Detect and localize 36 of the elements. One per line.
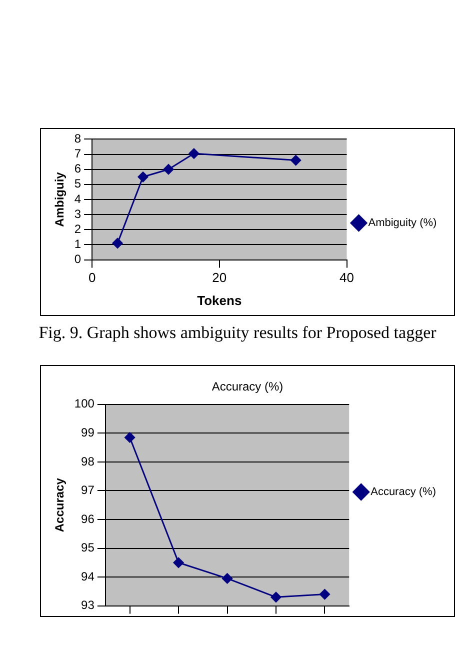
y-tick-label: 93 xyxy=(81,598,95,612)
y-tick-label: 5 xyxy=(74,176,82,191)
point xyxy=(112,238,123,248)
y-tick-label: 8 xyxy=(74,132,82,146)
x-tick-label: 40 xyxy=(340,270,354,286)
y-tick-label: 2 xyxy=(74,222,82,236)
legend-label: Ambiguity (%) xyxy=(368,217,437,230)
y-tick-label: 4 xyxy=(74,192,82,206)
point xyxy=(290,155,302,166)
y-tick-label: 94 xyxy=(81,569,95,584)
point xyxy=(270,592,282,602)
legend-label: Accuracy (%) xyxy=(370,486,436,498)
y-tick-label: 95 xyxy=(81,540,95,555)
point xyxy=(188,148,200,159)
y-tick-label: 99 xyxy=(81,425,95,440)
y-axis-title: Accuracy xyxy=(52,478,67,532)
point xyxy=(173,557,184,568)
chart-title: Accuracy (%) xyxy=(212,380,284,394)
y-tick-label: 6 xyxy=(74,162,82,176)
y-tick-label: 96 xyxy=(81,512,95,526)
y-tick-label: 0 xyxy=(74,252,82,266)
point xyxy=(124,432,136,443)
x-axis-title: Tokens xyxy=(197,292,242,308)
y-tick-label: 1 xyxy=(74,237,82,252)
y-tick-label: 3 xyxy=(74,206,82,221)
x-tick-label: 20 xyxy=(212,270,227,286)
y-tick-label: 98 xyxy=(81,454,95,468)
y-tick-label: 7 xyxy=(74,146,82,161)
point xyxy=(319,589,330,600)
caption: Fig. 9. Graph shows ambiguity results for Proposed tagger xyxy=(38,322,438,343)
point xyxy=(163,164,174,175)
point xyxy=(222,573,233,584)
point xyxy=(138,172,148,182)
y-tick-label: 97 xyxy=(81,483,95,498)
y-tick-label: 100 xyxy=(74,396,95,411)
y-axis-title: Ambiguiy xyxy=(52,172,67,227)
